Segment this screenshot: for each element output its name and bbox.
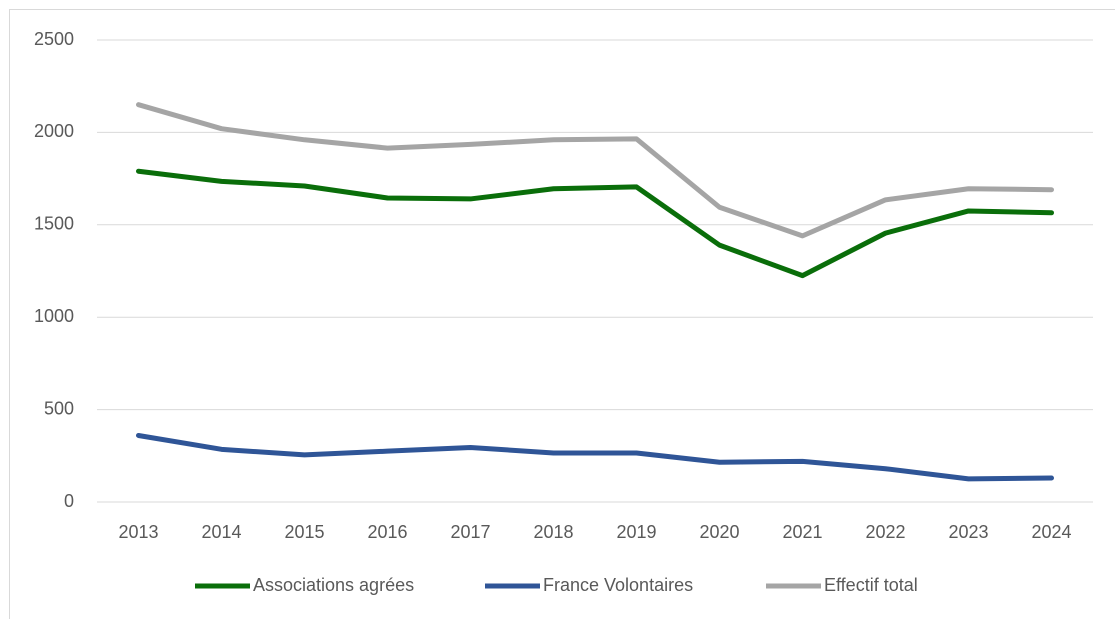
y-tick-label: 0	[64, 491, 74, 511]
y-tick-label: 500	[44, 398, 74, 418]
x-tick-label: 2015	[284, 522, 324, 542]
x-tick-label: 2021	[782, 522, 822, 542]
y-tick-label: 1500	[34, 214, 74, 234]
x-tick-label: 2024	[1031, 522, 1071, 542]
x-tick-label: 2017	[450, 522, 490, 542]
x-tick-label: 2022	[865, 522, 905, 542]
chart-border	[9, 9, 1115, 619]
legend-label: Effectif total	[824, 575, 918, 595]
line-series	[136, 102, 1054, 239]
y-tick-label: 1000	[34, 306, 74, 326]
line-series	[136, 168, 1054, 279]
x-tick-label: 2019	[616, 522, 656, 542]
y-tick-label: 2000	[34, 121, 74, 141]
x-tick-label: 2013	[118, 522, 158, 542]
x-tick-label: 2018	[533, 522, 573, 542]
x-tick-label: 2016	[367, 522, 407, 542]
x-tick-label: 2014	[201, 522, 241, 542]
legend-label: France Volontaires	[543, 575, 693, 595]
y-tick-label: 2500	[34, 29, 74, 49]
legend-label: Associations agrées	[253, 575, 414, 595]
x-tick-label: 2020	[699, 522, 739, 542]
line-series	[136, 432, 1054, 482]
x-tick-label: 2023	[948, 522, 988, 542]
